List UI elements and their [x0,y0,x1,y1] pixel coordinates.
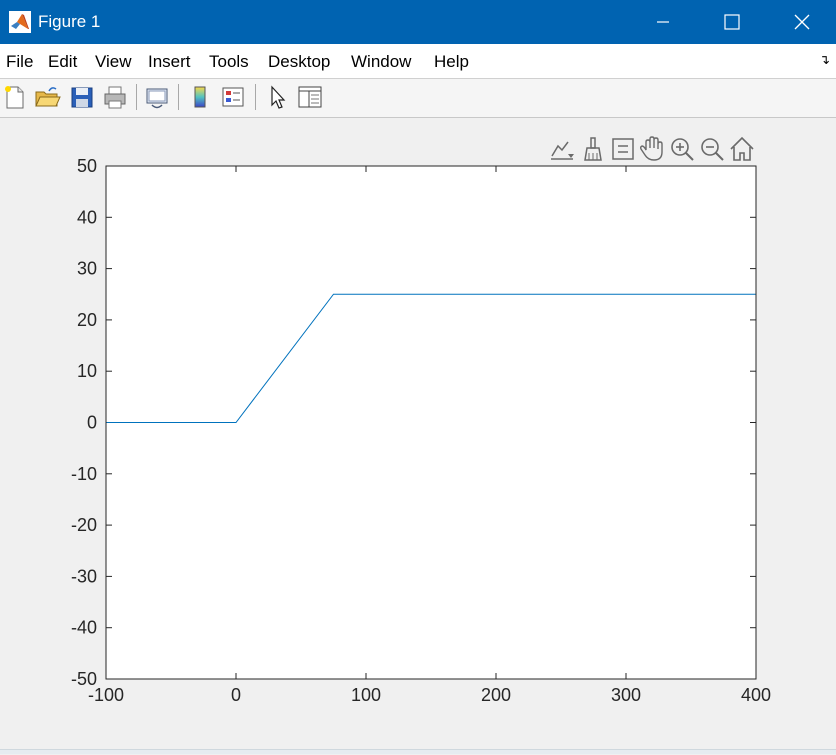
y-tick-label: 40 [77,207,97,227]
x-tick-label: 200 [481,685,511,705]
x-tick-label: 0 [231,685,241,705]
toolbar-separator [255,84,256,110]
y-tick-label: -10 [71,464,97,484]
plot-area: -100 0 100 200 300 400 -50 -40 -30 -20 -10 0 10 20 30 4… [0,118,836,750]
x-tick-label: -100 [88,685,124,705]
figure-toolbar [0,79,836,118]
y-tick-label: 0 [87,413,97,433]
minimize-icon [657,21,669,23]
property-inspector-icon [298,86,322,108]
home-button[interactable] [728,134,756,164]
matlab-logo-icon [9,11,31,33]
maximize-icon [724,14,740,30]
zoom-in-button[interactable] [668,134,696,164]
menu-edit[interactable]: Edit [48,52,78,71]
legend-icon [222,87,244,107]
zoom-out-icon [701,138,724,161]
status-bar [0,749,836,754]
window-title: Figure 1 [38,12,101,31]
minimize-button[interactable] [640,0,686,44]
menu-desktop[interactable]: Desktop [268,52,331,71]
legend-button[interactable] [219,83,247,111]
data-tips-button[interactable] [609,134,637,164]
y-tick-label: -20 [71,515,97,535]
toolbar-separator [136,84,137,110]
link-plot-button[interactable] [143,83,171,111]
series-line [106,293,756,423]
menu-file[interactable]: File [6,52,34,71]
data-brush-icon [584,137,602,161]
brush-export-icon [551,141,574,160]
print-icon [104,86,126,109]
zoom-out-button[interactable] [698,134,726,164]
y-tick-label: -30 [71,566,97,586]
y-tick-label: 20 [77,310,97,330]
menu-view[interactable]: View [95,52,132,71]
data-tips-icon [612,138,634,160]
y-tick-label: 50 [77,156,97,176]
close-icon [794,14,810,30]
title-bar: Figure 1 [0,0,836,44]
open-file-button[interactable] [33,83,61,111]
home-icon [730,136,754,161]
y-tick-label: 10 [77,361,97,381]
link-plot-icon [146,88,168,109]
zoom-in-icon [671,138,694,161]
pan-icon [639,136,663,161]
menu-insert[interactable]: Insert [148,52,191,71]
colorbar-button[interactable] [186,83,214,111]
menu-help[interactable]: Help [434,52,469,71]
dock-arrow-icon[interactable]: ↴ [819,52,830,67]
save-button[interactable] [68,83,96,111]
open-file-icon [35,87,61,107]
new-figure-icon [5,86,24,109]
maximize-button[interactable] [709,0,755,44]
menu-window[interactable]: Window [351,52,412,71]
menu-tools[interactable]: Tools [209,52,249,71]
y-tick-label: -40 [71,618,97,638]
print-button[interactable] [101,83,129,111]
x-tick-label: 300 [611,685,641,705]
close-button[interactable] [779,0,825,44]
brush-export-button[interactable] [548,134,576,164]
y-tick-label: 30 [77,259,97,279]
toolbar-separator [178,84,179,110]
x-tick-label: 400 [741,685,771,705]
x-tick-label: 100 [351,685,381,705]
pointer-button[interactable] [263,83,291,111]
save-icon [71,87,93,108]
line-chart[interactable]: -100 0 100 200 300 400-50-40-30-20-1001020304… [0,118,836,750]
pointer-icon [271,85,286,109]
menu-bar: File Edit View Insert Tools Desktop Wind… [0,44,836,79]
axes-box [105,165,757,680]
colorbar-icon [194,86,206,108]
data-brush-button[interactable] [579,134,607,164]
new-figure-button[interactable] [1,83,29,111]
pan-button[interactable] [638,134,666,164]
y-tick-label: -50 [71,669,97,689]
property-inspector-button[interactable] [296,83,324,111]
